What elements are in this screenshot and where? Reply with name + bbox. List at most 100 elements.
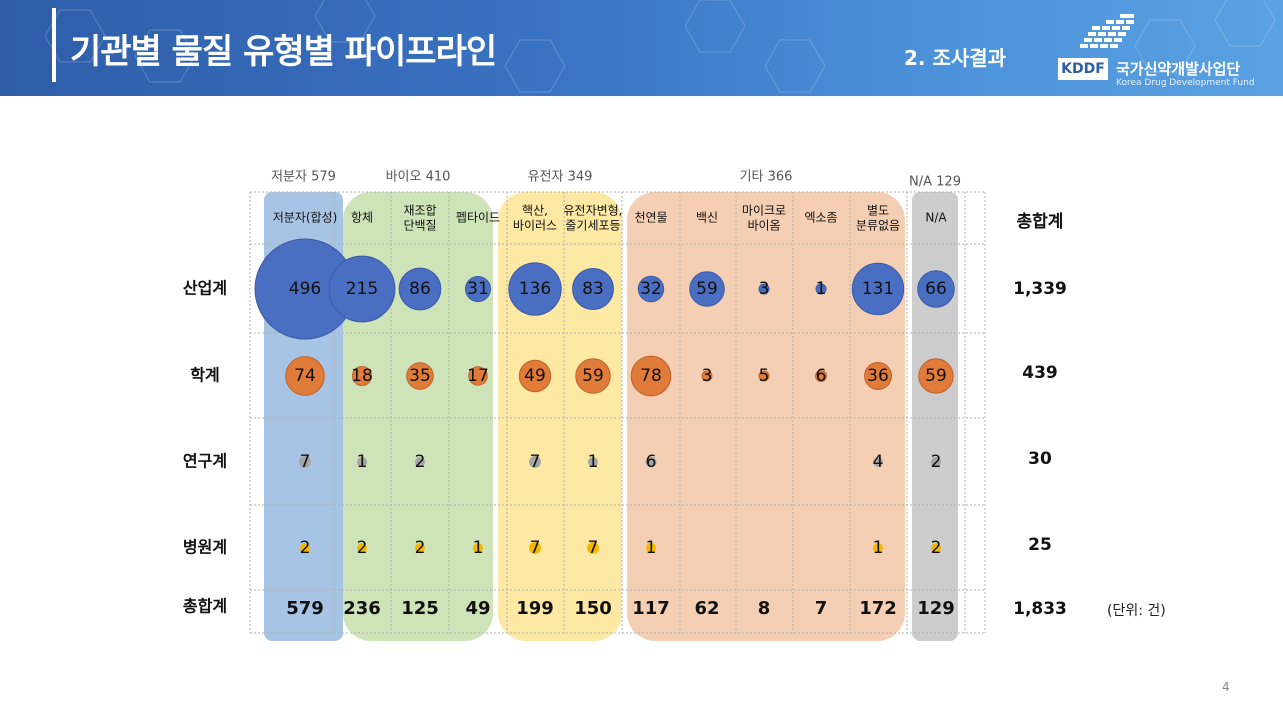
- data-bubble: [473, 543, 483, 553]
- column-total: 62: [694, 598, 719, 619]
- column-total: 129: [917, 598, 955, 619]
- data-bubble: [815, 283, 827, 295]
- data-label: 6: [646, 452, 657, 472]
- data-label: 59: [925, 366, 947, 386]
- data-bubble: [518, 359, 552, 393]
- data-label: 1: [646, 538, 657, 558]
- data-bubble: [572, 268, 614, 310]
- data-label: 31: [467, 279, 489, 299]
- data-bubble: [864, 362, 892, 390]
- column-header: 단백질: [403, 219, 436, 233]
- row-total-value: 439: [1022, 363, 1058, 383]
- page-title: 기관별 물질 유형별 파이프라인: [70, 32, 497, 72]
- data-label: 66: [925, 279, 947, 299]
- column-header: 펩타이드: [456, 211, 500, 225]
- data-label: 18: [351, 366, 373, 386]
- data-label: 7: [588, 538, 599, 558]
- row-total-value: 30: [1028, 449, 1052, 469]
- data-label: 49: [524, 366, 546, 386]
- data-bubble: [918, 358, 954, 394]
- data-label: 86: [409, 279, 431, 299]
- column-header: 마이크로: [742, 204, 786, 218]
- data-label: 7: [530, 538, 541, 558]
- column-header: 바이러스: [513, 219, 557, 233]
- data-bubble: [645, 456, 657, 468]
- column-header: 유전자변형,: [563, 204, 622, 218]
- data-label: 3: [702, 366, 713, 386]
- data-bubble: [630, 355, 672, 397]
- data-bubble: [815, 370, 827, 382]
- data-label: 83: [582, 279, 604, 299]
- data-bubble: [351, 365, 373, 387]
- data-label: 5: [759, 366, 770, 386]
- section-label: 2. 조사결과: [904, 46, 1007, 70]
- data-bubble: [646, 543, 656, 553]
- data-label: 131: [862, 279, 894, 299]
- data-bubble: [637, 275, 665, 303]
- column-total: 236: [343, 598, 381, 619]
- data-label: 78: [640, 366, 662, 386]
- unit-label: (단위: 건): [1107, 603, 1166, 619]
- data-label: 3: [759, 279, 770, 299]
- column-header: 저분자(합성): [273, 211, 338, 225]
- group-label: 바이오 410: [386, 170, 451, 185]
- column-header: 백신: [696, 211, 718, 225]
- row-label: 학계: [190, 366, 219, 385]
- row-total-header: 총합계: [1017, 211, 1064, 232]
- data-bubble: [465, 276, 491, 302]
- row-label: 연구계: [183, 452, 227, 471]
- data-bubble: [300, 543, 310, 553]
- data-label: 136: [519, 279, 551, 299]
- data-bubble: [701, 370, 713, 382]
- column-header: 바이옴: [747, 219, 780, 233]
- column-header: 별도: [867, 204, 889, 218]
- org-name-kr: 국가신약개발사업단: [1116, 60, 1241, 78]
- data-label: 36: [867, 366, 889, 386]
- data-label: 2: [415, 538, 426, 558]
- data-bubble: [357, 457, 367, 467]
- logo-kddf-text: KDDF: [1058, 58, 1108, 80]
- data-bubble: [931, 543, 941, 553]
- column-header: 분류없음: [856, 219, 900, 233]
- group-background: [912, 192, 958, 641]
- data-label: 1: [873, 538, 884, 558]
- data-bubble: [299, 456, 311, 468]
- column-total: 117: [632, 598, 670, 619]
- data-label: 496: [289, 279, 321, 299]
- row-total-value: 1,339: [1013, 279, 1067, 299]
- title-divider: [52, 8, 56, 82]
- data-bubble: [529, 456, 541, 468]
- total-row-label: 총합계: [183, 597, 227, 616]
- group-label: 저분자 579: [271, 170, 336, 185]
- data-label: 2: [300, 538, 311, 558]
- data-label: 35: [409, 366, 431, 386]
- data-bubble: [873, 457, 883, 467]
- data-label: 7: [300, 452, 311, 472]
- column-total: 172: [859, 598, 897, 619]
- column-header: N/A: [925, 211, 947, 225]
- row-label: 산업계: [183, 279, 227, 298]
- data-label: 17: [467, 366, 489, 386]
- column-header: 핵산,: [522, 204, 548, 218]
- data-bubble: [398, 267, 442, 311]
- row-label: 병원계: [183, 538, 227, 557]
- data-bubble: [285, 356, 325, 396]
- grand-total: 1,833: [1013, 599, 1067, 619]
- column-header: 항체: [351, 211, 373, 225]
- column-header: 천연물: [634, 210, 667, 225]
- data-bubble: [758, 370, 770, 382]
- data-label: 1: [588, 452, 599, 472]
- data-label: 2: [415, 452, 426, 472]
- data-label: 59: [582, 366, 604, 386]
- group-label: 유전자 349: [528, 170, 593, 185]
- group-label: N/A 129: [909, 175, 961, 190]
- data-label: 1: [816, 279, 827, 299]
- data-label: 4: [873, 452, 884, 472]
- group-label: 기타 366: [740, 170, 793, 185]
- row-total-value: 25: [1028, 535, 1052, 555]
- hexagon-pattern: [44, 0, 1276, 93]
- data-bubble: [587, 542, 599, 554]
- data-bubble: [851, 262, 905, 316]
- data-label: 74: [294, 366, 316, 386]
- group-background: [498, 192, 622, 641]
